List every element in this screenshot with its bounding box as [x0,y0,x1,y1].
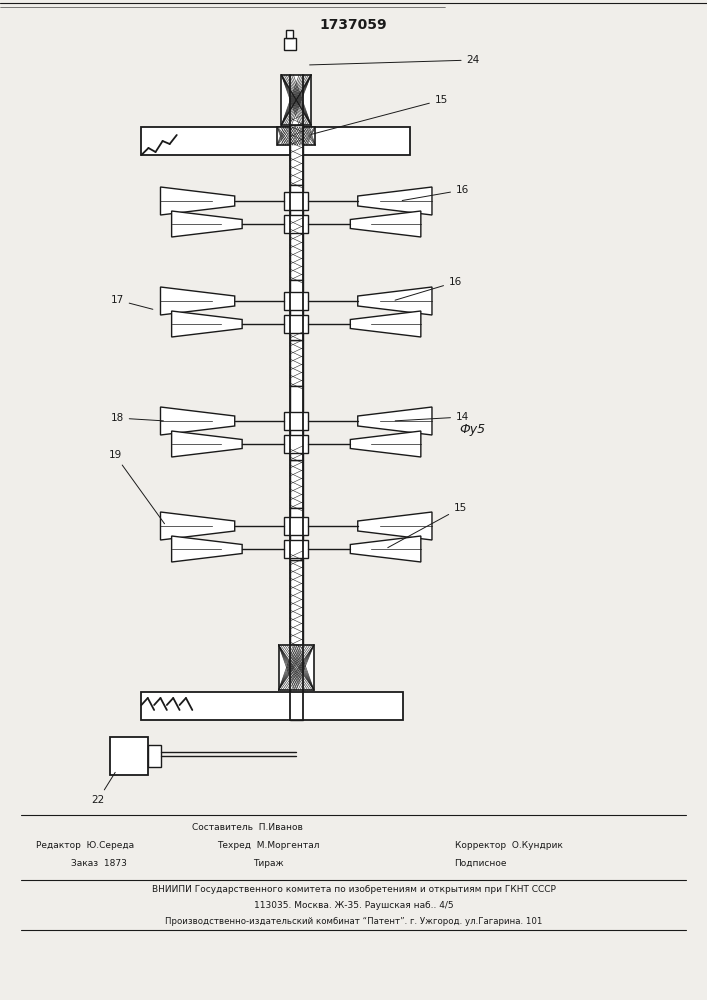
Text: Корректор  О.Кундрик: Корректор О.Кундрик [455,840,563,850]
Bar [284,292,308,310]
Bar [290,230,303,280]
Polygon shape [160,187,235,215]
Polygon shape [172,311,242,337]
Polygon shape [172,536,242,562]
Text: 113035. Москва. Ж-35. Раушская наб.. 4/5: 113035. Москва. Ж-35. Раушская наб.. 4/5 [254,900,453,910]
Bar [277,127,315,145]
Text: Редактор  Ю.Середа: Редактор Ю.Середа [36,840,134,850]
Text: 17: 17 [110,295,153,309]
Text: 1737059: 1737059 [320,18,387,32]
Text: Тираж: Тираж [253,858,284,867]
Text: 16: 16 [402,185,469,201]
Bar [290,185,303,230]
Text: 16: 16 [395,277,462,300]
Bar [284,192,308,210]
Bar [284,215,308,233]
Text: 14: 14 [395,412,469,422]
Bar [284,435,308,453]
Polygon shape [358,287,432,315]
Text: Подписное: Подписное [455,858,507,867]
Bar [290,560,303,645]
Bar [279,645,314,690]
Text: 18: 18 [110,413,163,423]
Polygon shape [172,211,242,237]
Polygon shape [172,431,242,457]
Bar [290,508,303,560]
Bar [284,38,296,50]
Text: Фу5: Фу5 [460,424,486,436]
Bar [284,540,308,558]
Bar [284,315,308,333]
Bar [290,340,303,386]
Bar [141,692,403,720]
Text: 19: 19 [108,450,165,524]
Text: 15: 15 [312,95,448,134]
Polygon shape [350,431,421,457]
Bar [290,645,303,720]
Bar [290,386,303,460]
Bar [284,517,308,535]
Polygon shape [350,211,421,237]
Polygon shape [358,407,432,435]
Bar [290,460,303,508]
Polygon shape [350,536,421,562]
Text: Техред  М.Моргентал: Техред М.Моргентал [218,840,320,850]
Text: Составитель  П.Иванов: Составитель П.Иванов [192,822,303,832]
Bar [148,745,161,767]
Text: 22: 22 [91,772,115,805]
Polygon shape [160,287,235,315]
Polygon shape [160,407,235,435]
Polygon shape [358,187,432,215]
Bar [141,127,410,155]
Text: Производственно-издательский комбинат “Патент”. г. Ужгород. ул.Гагарина. 101: Производственно-издательский комбинат “П… [165,918,542,926]
Text: Заказ  1873: Заказ 1873 [71,858,127,867]
Bar [110,737,148,775]
Polygon shape [160,512,235,540]
Polygon shape [350,311,421,337]
Text: 15: 15 [387,503,467,548]
Bar [290,280,303,340]
Polygon shape [358,512,432,540]
Text: ВНИИПИ Государственного комитета по изобретениям и открытиям при ГКНТ СССР: ВНИИПИ Государственного комитета по изоб… [151,886,556,894]
Bar [281,75,311,125]
Bar [284,412,308,430]
Bar [286,30,293,38]
Text: 24: 24 [310,55,480,65]
Bar [290,125,303,185]
